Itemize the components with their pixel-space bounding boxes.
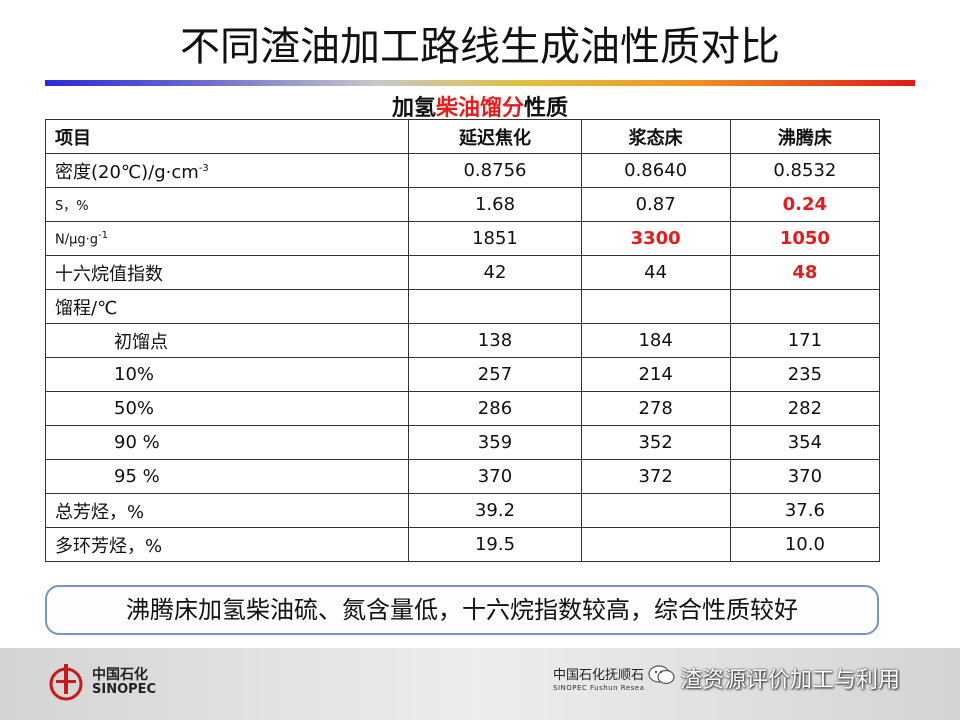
- table-row: 10% 257 214 235: [44, 357, 881, 392]
- delayed-coking-value: 286: [408, 391, 582, 426]
- title-divider: [45, 80, 915, 86]
- ebullated-bed-value: 235: [729, 357, 881, 392]
- ebullated-bed-value: 0.24: [729, 187, 881, 222]
- header-ebullated-bed: 沸腾床: [729, 119, 881, 154]
- slurry-bed-value: 184: [580, 323, 731, 358]
- slurry-bed-value: [580, 289, 731, 324]
- delayed-coking-value: 19.5: [408, 527, 582, 562]
- row-label: 95 %: [44, 459, 410, 494]
- ebullated-bed-value: 10.0: [729, 527, 881, 562]
- slurry-bed-value: 0.87: [580, 187, 731, 222]
- table-row: 50% 286 278 282: [44, 391, 881, 426]
- slide-title: 不同渣油加工路线生成油性质对比: [180, 24, 780, 70]
- row-label: 10%: [44, 357, 410, 392]
- subtitle-pre: 加氢: [391, 96, 436, 121]
- ebullated-bed-value: 282: [729, 391, 881, 426]
- row-label-text: 多环芳烃，%: [55, 535, 163, 557]
- row-label: N/μg·g-1: [44, 221, 410, 256]
- table-row: 馏程/℃: [44, 289, 881, 324]
- slurry-bed-value: 372: [580, 459, 731, 494]
- row-label-text: 90 %: [114, 432, 160, 453]
- row-label: 馏程/℃: [44, 289, 410, 324]
- delayed-coking-value: 1851: [408, 221, 582, 256]
- properties-table: 项目 延迟焦化 浆态床 沸腾床 密度(20℃)/g·cm-3 0.8756 0.86…: [44, 119, 881, 562]
- row-label-text: 总芳烃，%: [55, 501, 145, 523]
- row-label-text: 初馏点: [114, 331, 168, 353]
- wechat-icon: [648, 665, 675, 685]
- table-row: 密度(20℃)/g·cm-3 0.8756 0.8640 0.8532: [44, 153, 881, 188]
- ebullated-bed-value: 1050: [729, 221, 881, 256]
- delayed-coking-value: [408, 289, 582, 324]
- row-label: S，%: [44, 187, 410, 222]
- slurry-bed-value: 214: [580, 357, 731, 392]
- slurry-bed-value: 0.8640: [580, 153, 731, 188]
- subtitle-highlight: 柴油馏分: [435, 96, 524, 121]
- delayed-coking-value: 370: [408, 459, 582, 494]
- slurry-bed-value: 3300: [580, 221, 731, 256]
- row-label-text: 10%: [114, 364, 155, 385]
- ebullated-bed-value: 48: [729, 255, 881, 290]
- table-row: 90 % 359 352 354: [44, 425, 881, 460]
- row-label: 总芳烃，%: [44, 493, 410, 528]
- row-label-text: 50%: [114, 398, 155, 419]
- ebullated-bed-value: [729, 289, 881, 324]
- table-row: 多环芳烃，% 19.5 10.0: [44, 527, 881, 562]
- row-label-text: 密度(20℃)/g·cm: [55, 161, 199, 183]
- delayed-coking-value: 359: [408, 425, 582, 460]
- delayed-coking-value: 1.68: [408, 187, 582, 222]
- header-slurry-bed: 浆态床: [580, 119, 731, 154]
- delayed-coking-value: 39.2: [408, 493, 582, 528]
- ebullated-bed-value: 370: [729, 459, 881, 494]
- table-row: S，% 1.68 0.87 0.24: [44, 187, 881, 222]
- table-header-row: 项目 延迟焦化 浆态床 沸腾床: [44, 119, 881, 154]
- delayed-coking-value: 257: [408, 357, 582, 392]
- row-label: 密度(20℃)/g·cm-3: [44, 153, 410, 188]
- row-label-text: N/μg·g: [55, 232, 99, 248]
- conclusion-box: 沸腾床加氢柴油硫、氮含量低，十六烷指数较高，综合性质较好: [45, 585, 879, 635]
- institute-en: SINOPEC Fushun Resea: [553, 684, 645, 692]
- table-row: 初馏点 138 184 171: [44, 323, 881, 358]
- unit-exponent: -1: [98, 229, 108, 241]
- unit-exponent: -3: [198, 162, 209, 174]
- row-label: 十六烷值指数: [44, 255, 410, 290]
- institute-cn: 中国石化抚顺石: [553, 668, 645, 683]
- slurry-bed-value: 352: [580, 425, 731, 460]
- row-label-text: 95 %: [114, 466, 160, 487]
- ebullated-bed-value: 0.8532: [729, 153, 881, 188]
- brand-en: SINOPEC: [92, 682, 157, 697]
- table-row: N/μg·g-1 1851 3300 1050: [44, 221, 881, 256]
- row-label: 50%: [44, 391, 410, 426]
- row-label: 多环芳烃，%: [44, 527, 410, 562]
- table-row: 十六烷值指数 42 44 48: [44, 255, 881, 290]
- row-label: 初馏点: [44, 323, 410, 358]
- header-delayed-coking: 延迟焦化: [408, 119, 582, 154]
- ebullated-bed-value: 354: [729, 425, 881, 460]
- ebullated-bed-value: 171: [729, 323, 881, 358]
- row-label-text: 十六烷值指数: [55, 263, 163, 285]
- footer-bar: 中国石化 SINOPEC 中国石化抚顺石 SINOPEC Fushun Rese…: [0, 648, 960, 720]
- table-subtitle: 加氢柴油馏分性质: [0, 90, 960, 122]
- delayed-coking-value: 138: [408, 323, 582, 358]
- row-label-text: S，%: [55, 199, 89, 214]
- ebullated-bed-value: 37.6: [729, 493, 881, 528]
- sinopec-logo: [49, 664, 83, 701]
- table-row: 95 % 370 372 370: [44, 459, 881, 494]
- delayed-coking-value: 42: [408, 255, 582, 290]
- slurry-bed-value: [580, 527, 731, 562]
- delayed-coking-value: 0.8756: [408, 153, 582, 188]
- brand-cn: 中国石化: [92, 667, 148, 683]
- slurry-bed-value: 44: [580, 255, 731, 290]
- row-label-text: 馏程/℃: [55, 297, 118, 319]
- slurry-bed-value: [580, 493, 731, 528]
- slurry-bed-value: 278: [580, 391, 731, 426]
- row-label: 90 %: [44, 425, 410, 460]
- watermark-text: 渣资源评价加工与利用: [680, 668, 901, 693]
- header-item: 项目: [44, 119, 410, 154]
- table-row: 总芳烃，% 39.2 37.6: [44, 493, 881, 528]
- subtitle-post: 性质: [524, 96, 569, 121]
